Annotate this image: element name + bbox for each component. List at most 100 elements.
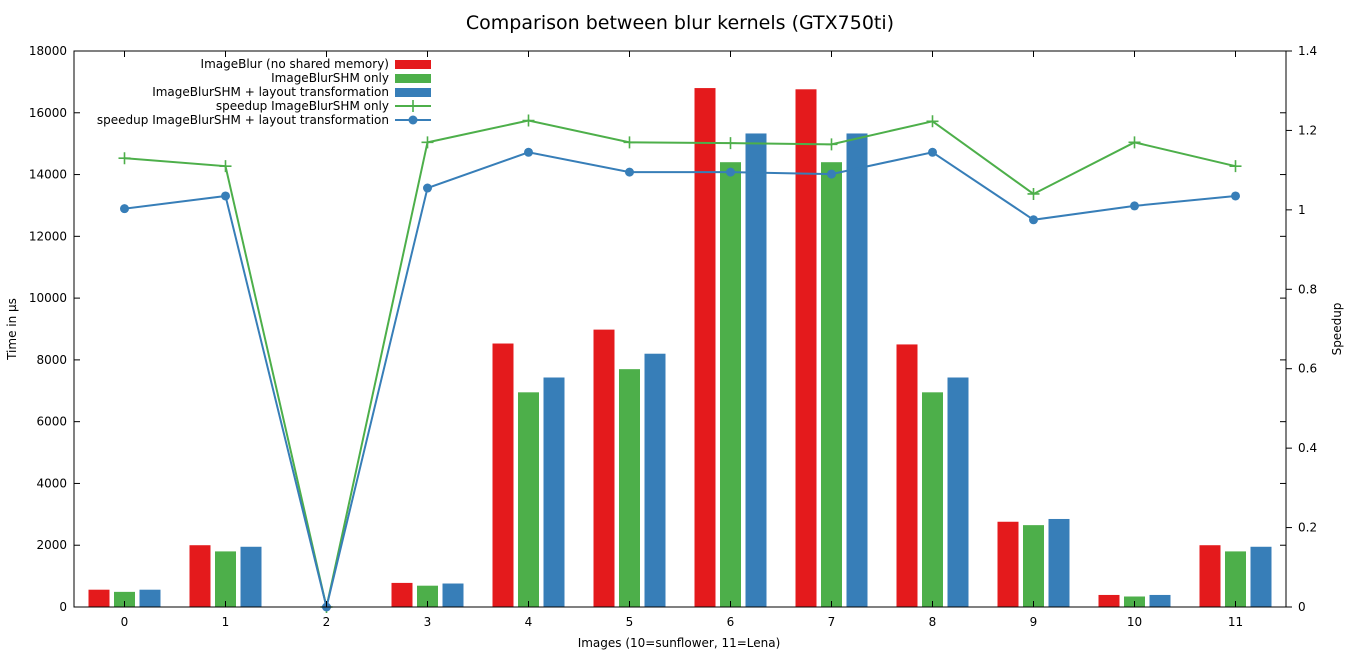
x-tick-label-7: 7	[828, 615, 836, 629]
bar-series1-11	[1225, 551, 1246, 607]
y-tick-label-7: 14000	[29, 168, 67, 182]
bar-series2-7	[846, 133, 868, 607]
x-axis-label: Images (10=sunflower, 11=Lena)	[578, 636, 781, 650]
y2-tick-label-7: 1.4	[1298, 44, 1317, 58]
bar-series0-10	[1098, 594, 1120, 607]
legend-swatch-0	[395, 60, 431, 69]
bar-series0-8	[896, 344, 918, 607]
x-tick-label-2: 2	[323, 615, 331, 629]
legend-label-2: ImageBlurSHM + layout transformation	[152, 85, 389, 99]
x-tick-label-4: 4	[525, 615, 533, 629]
legend-swatch-1	[395, 74, 431, 83]
chart-title: Comparison between blur kernels (GTX750t…	[466, 12, 894, 34]
bar-series1-0	[114, 591, 135, 607]
y-tick-label-2: 4000	[36, 476, 67, 490]
bar-series1-7	[821, 162, 842, 607]
x-tick-label-5: 5	[626, 615, 634, 629]
legend: ImageBlur (no shared memory)ImageBlurSHM…	[97, 57, 431, 127]
legend-label-3: speedup ImageBlurSHM only	[216, 99, 389, 113]
legend-marker-4	[408, 115, 418, 125]
bar-series2-5	[644, 353, 666, 607]
y-tick-label-3: 6000	[36, 415, 67, 429]
y2-tick-label-3: 0.6	[1298, 362, 1317, 376]
x-tick-label-8: 8	[929, 615, 937, 629]
legend-marker-3	[407, 100, 419, 112]
x-tick-label-11: 11	[1228, 615, 1243, 629]
bar-series2-4	[543, 377, 565, 607]
point-series3-11	[1229, 160, 1242, 173]
plot-frame	[73, 50, 1287, 608]
y-tick-label-8: 16000	[29, 106, 67, 120]
bar-series1-3	[417, 585, 438, 607]
bar-series2-8	[947, 377, 969, 607]
bar-series1-9	[1023, 525, 1044, 607]
bar-series2-11	[1250, 546, 1272, 607]
point-series4-6	[726, 167, 735, 177]
point-series4-11	[1231, 191, 1240, 201]
point-series3-1	[219, 160, 232, 173]
legend-label-0: ImageBlur (no shared memory)	[201, 57, 389, 71]
y2-tick-label-4: 0.8	[1298, 282, 1317, 296]
bar-series1-5	[619, 369, 640, 607]
x-tick-label-3: 3	[424, 615, 432, 629]
bar-series0-9	[997, 521, 1019, 607]
bar-series0-6	[694, 88, 716, 607]
point-series3-5	[623, 136, 636, 149]
point-series4-4	[524, 147, 533, 157]
line-series3	[124, 119, 1236, 608]
y2-tick-label-6: 1.2	[1298, 123, 1317, 137]
y2-tick-label-5: 1	[1298, 203, 1306, 217]
y-tick-label-5: 10000	[29, 291, 67, 305]
y-tick-label-4: 8000	[36, 353, 67, 367]
bar-series0-7	[795, 89, 817, 608]
x-tick-label-0: 0	[121, 615, 129, 629]
point-series3-3	[421, 136, 434, 149]
point-series4-3	[423, 183, 432, 193]
point-series3-8	[926, 115, 939, 128]
bar-series0-0	[88, 589, 110, 607]
point-series3-0	[118, 152, 131, 165]
bar-series0-3	[391, 582, 413, 607]
bar-series2-1	[240, 546, 262, 607]
x-tick-label-10: 10	[1127, 615, 1142, 629]
x-tick-label-9: 9	[1030, 615, 1038, 629]
point-series4-0	[120, 204, 129, 214]
point-series4-8	[928, 147, 937, 157]
bar-series2-0	[139, 589, 161, 607]
y-tick-label-0: 0	[59, 600, 67, 614]
point-series4-1	[221, 191, 230, 201]
y-tick-label-1: 2000	[36, 538, 67, 552]
legend-swatch-2	[395, 88, 431, 97]
bar-series1-6	[720, 162, 741, 607]
y2-axis-label: Speedup	[1330, 303, 1344, 356]
y-tick-label-9: 18000	[29, 44, 67, 58]
point-series4-10	[1130, 201, 1139, 211]
bar-series0-5	[593, 329, 615, 607]
y-tick-label-6: 12000	[29, 229, 67, 243]
point-series4-5	[625, 167, 634, 177]
point-series4-7	[827, 169, 836, 179]
legend-label-1: ImageBlurSHM only	[271, 71, 389, 85]
plot-area	[88, 88, 1272, 613]
x-tick-label-6: 6	[727, 615, 735, 629]
bar-series1-8	[922, 392, 943, 607]
bar-series2-9	[1048, 518, 1070, 607]
y-axis-label: Time in µs	[5, 298, 19, 361]
bar-series2-6	[745, 133, 767, 607]
point-series3-4	[522, 114, 535, 127]
bar-series2-10	[1149, 594, 1171, 607]
point-series4-9	[1029, 215, 1038, 225]
y2-tick-label-0: 0	[1298, 600, 1306, 614]
y2-tick-label-2: 0.4	[1298, 441, 1317, 455]
bar-series0-11	[1199, 545, 1221, 607]
x-tick-label-1: 1	[222, 615, 230, 629]
legend-label-4: speedup ImageBlurSHM + layout transforma…	[97, 113, 389, 127]
point-series3-6	[724, 137, 737, 150]
line-series4	[124, 151, 1236, 608]
bar-series0-1	[189, 545, 211, 607]
axes: 0200040006000800010000120001400016000180…	[29, 44, 1317, 629]
point-series3-7	[825, 138, 838, 151]
y2-tick-label-1: 0.2	[1298, 521, 1317, 535]
